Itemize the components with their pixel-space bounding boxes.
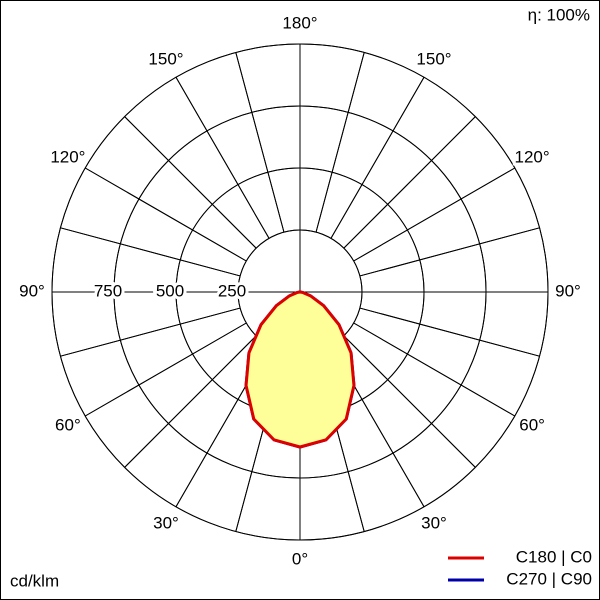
radial-line-overlay [124,116,257,249]
angle-label: 90° [555,281,581,300]
radial-line-overlay [84,167,247,262]
angle-label: 120° [50,147,85,166]
legend-label: C180 | C0 [516,547,592,566]
radial-line-overlay [353,322,516,417]
curves [51,43,549,541]
angle-label: 30° [153,514,179,533]
unit-label: cd/klm [10,571,59,590]
radial-line-overlay [315,52,365,233]
angle-label: 150° [416,49,451,68]
angle-label: 120° [515,147,550,166]
efficiency-label: η: 100% [528,5,590,24]
angle-label: 30° [421,514,447,533]
intensity-curve [244,290,356,449]
labels: 250 500 750 0° 30° 30° 60° 60° 90° 90° 120° 120° 150… [16,10,592,588]
radial-line-overlay [235,52,285,233]
radial-line-overlay [353,167,516,262]
angle-label: 180° [282,13,317,32]
radial-line-overlay [343,116,476,249]
radial-line-overlay [124,335,257,468]
angle-label: 90° [19,281,45,300]
angle-label: 0° [292,549,308,568]
angle-label: 60° [55,415,81,434]
radial-line-overlay [343,335,476,468]
radial-line-overlay [330,76,425,239]
r-tick-label: 750 [94,281,122,300]
radial-line-overlay [359,307,540,357]
radial-line-overlay [84,322,247,417]
radial-line-overlay [60,307,241,357]
angle-label: 150° [148,49,183,68]
r-tick-label: 500 [156,281,184,300]
radial-line-overlay [359,227,540,277]
legend-label: C270 | C90 [506,569,592,588]
angle-label: 60° [519,415,545,434]
r-tick-label: 250 [218,281,246,300]
radial-line-overlay [60,227,241,277]
radial-line-overlay [175,76,270,239]
